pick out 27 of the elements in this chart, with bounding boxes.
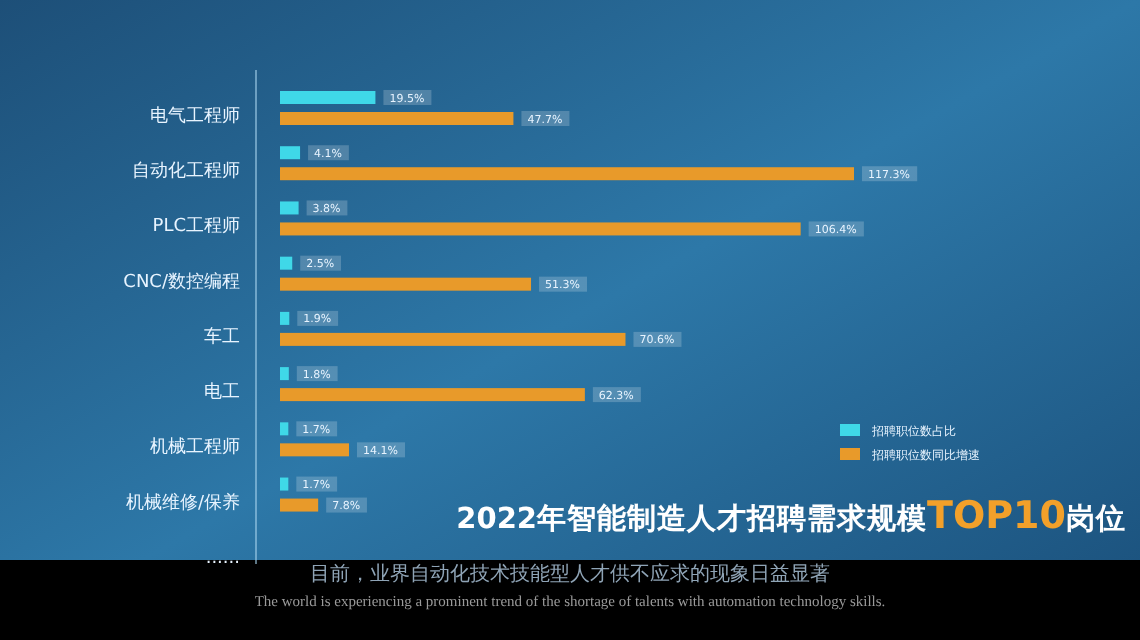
bar xyxy=(280,332,626,346)
bar xyxy=(280,201,299,215)
y-tick-label: ...... xyxy=(205,548,240,569)
bar xyxy=(280,91,376,104)
bar xyxy=(280,498,319,512)
bar xyxy=(280,367,289,381)
bar xyxy=(280,422,289,436)
y-tick-label: 电气工程师 xyxy=(150,105,240,127)
y-tick-label: 机械维修/保养 xyxy=(125,491,240,514)
text: 2022年智能制造人才招聘需求规模TOP10岗位 xyxy=(456,494,1126,538)
bar xyxy=(280,443,349,457)
bar xyxy=(280,477,289,491)
y-tick-label: 自动化工程师 xyxy=(132,160,240,183)
bar xyxy=(280,277,532,291)
y-tick-label: 机械工程师 xyxy=(150,436,240,459)
bar xyxy=(280,167,854,181)
y-tick-label: PLC工程师 xyxy=(152,215,240,238)
bar xyxy=(280,256,293,270)
bar xyxy=(280,311,290,325)
y-tick-label: 电工 xyxy=(204,381,240,404)
y-tick-label: 车工 xyxy=(204,325,240,348)
bar xyxy=(280,146,301,160)
annotation: 目前，业界自动化技术技能型人才供不应求的现象日益显著 xyxy=(310,562,830,586)
y-tick-label: CNC/数控编程 xyxy=(123,270,240,293)
bar xyxy=(280,388,585,402)
bar xyxy=(280,112,514,125)
bar xyxy=(280,222,801,236)
